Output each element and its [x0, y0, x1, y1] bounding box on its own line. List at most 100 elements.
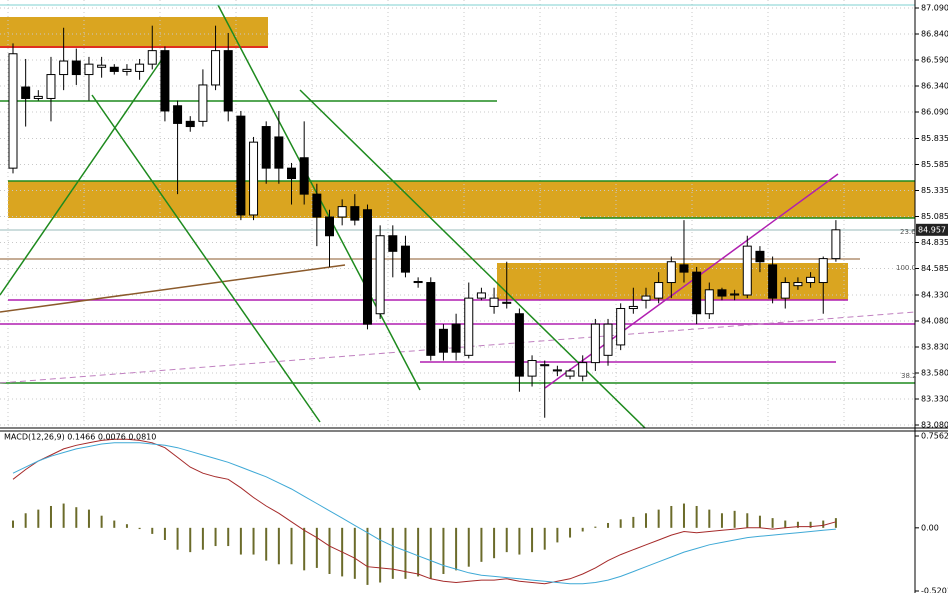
- candle-body: [818, 258, 828, 284]
- indicator-line: [12, 438, 837, 585]
- candle-body: [603, 323, 613, 356]
- candle-body: [97, 64, 107, 68]
- candle-body: [71, 60, 81, 76]
- candle-body: [337, 206, 347, 218]
- candle-body: [692, 271, 702, 315]
- candle-body: [147, 50, 157, 65]
- candle-body: [666, 261, 676, 284]
- y-tick-label: -0.5201: [921, 587, 948, 593]
- zone: [8, 181, 915, 218]
- candle-body: [173, 105, 183, 124]
- candle-body: [780, 282, 790, 299]
- fib-label: 23.6: [900, 228, 916, 236]
- candle-body: [451, 323, 461, 353]
- y-tick-label: 0.7562: [921, 432, 948, 441]
- y-tick-label: 84.835: [921, 238, 948, 247]
- candle-body: [654, 282, 664, 299]
- fib-label: 100.0: [896, 264, 916, 272]
- trend-line: [91, 94, 321, 423]
- candle-body: [59, 60, 69, 76]
- candle-body: [426, 282, 436, 356]
- candle-body: [198, 84, 208, 122]
- candle-body: [641, 295, 651, 301]
- candle-body: [502, 301, 512, 304]
- grid: [0, 0, 915, 428]
- y-tick-label: 87.090: [921, 4, 948, 13]
- y-tick-label: 85.335: [921, 186, 948, 195]
- y-tick-label: 85.085: [921, 212, 948, 221]
- trend-line: [299, 89, 646, 429]
- candle-body: [616, 308, 626, 346]
- candle-body: [33, 95, 43, 99]
- price-tag-label: 84.957: [918, 225, 946, 234]
- y-tick-label: 83.330: [921, 395, 948, 404]
- candle-body: [21, 86, 31, 99]
- trend-line: [0, 264, 346, 313]
- candle-body: [8, 53, 18, 169]
- marks: [8, 25, 841, 585]
- candle-body: [464, 297, 474, 356]
- candle-body: [628, 305, 638, 310]
- indicator-line: [12, 442, 836, 585]
- candle-body: [438, 328, 448, 353]
- candle-body: [793, 282, 803, 287]
- candle-body: [704, 289, 714, 315]
- y-tick-label: 84.585: [921, 264, 948, 273]
- y-tick-label: 86.840: [921, 29, 948, 38]
- candle-body: [565, 370, 575, 377]
- y-tick-label: 86.590: [921, 55, 948, 64]
- candle-body: [527, 360, 537, 377]
- y-tick-label: 83.080: [921, 421, 948, 430]
- trend-line: [0, 311, 916, 384]
- y-tick-label: 86.090: [921, 107, 948, 116]
- candle-body: [375, 235, 385, 315]
- candle-body: [274, 136, 284, 169]
- candle-body: [160, 50, 170, 112]
- candle-body: [806, 276, 816, 284]
- candle-body: [742, 245, 752, 296]
- candle-body: [755, 250, 765, 263]
- candle-body: [362, 209, 372, 325]
- candle-body: [768, 264, 778, 299]
- candle-body: [109, 66, 119, 72]
- candle-body: [717, 289, 727, 297]
- candle-body: [730, 293, 740, 296]
- y-tick-label: 84.330: [921, 291, 948, 300]
- candle-body: [249, 141, 259, 216]
- candle-body: [185, 120, 195, 128]
- candle-body: [578, 362, 588, 377]
- candle-body: [84, 63, 94, 76]
- candle-body: [679, 264, 689, 273]
- y-tick-label: 84.080: [921, 317, 948, 326]
- candle-body: [552, 369, 562, 372]
- candle-body: [831, 229, 841, 260]
- y-tick-label: 0.00: [921, 523, 939, 532]
- candle-body: [540, 364, 550, 367]
- candle-body: [388, 235, 398, 252]
- trend-line: [0, 51, 168, 296]
- candle-body: [211, 50, 221, 86]
- y-tick-label: 85.835: [921, 134, 948, 143]
- candle-body: [514, 313, 524, 377]
- candle-body: [46, 74, 56, 99]
- y-tick-label: 86.340: [921, 81, 948, 90]
- candle-body: [122, 68, 132, 72]
- candle-body: [350, 206, 360, 221]
- candle-body: [413, 280, 423, 284]
- candle-body: [135, 63, 145, 72]
- candle-body: [476, 292, 486, 299]
- candle-body: [287, 167, 297, 180]
- indicator-title: MACD(12,26,9) 0.1466 0.0076 0.0810: [4, 433, 156, 442]
- candle-body: [299, 157, 309, 195]
- candle-body: [236, 115, 246, 216]
- y-tick-label: 83.830: [921, 343, 948, 352]
- y-tick-label: 83.580: [921, 369, 948, 378]
- candle-body: [489, 297, 499, 307]
- fib-label: 38.2: [901, 372, 917, 380]
- candle-body: [312, 193, 322, 218]
- price-tag: [916, 223, 948, 236]
- candle-body: [400, 245, 410, 273]
- candle-body: [261, 126, 271, 169]
- candle-body: [590, 323, 600, 364]
